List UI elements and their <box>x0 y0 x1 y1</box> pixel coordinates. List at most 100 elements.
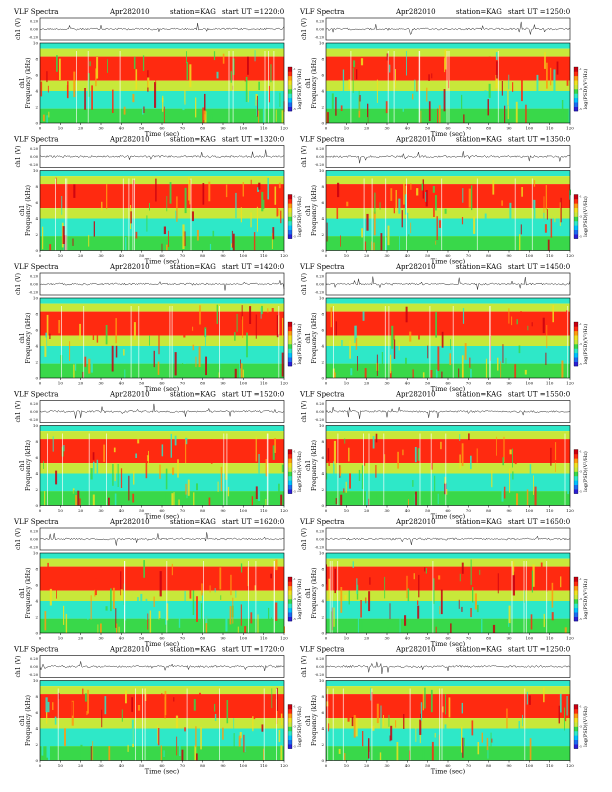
spectrogram-streak <box>174 435 177 446</box>
sferic-line <box>47 433 48 506</box>
sferic-line <box>514 178 516 251</box>
colorbar-segment <box>288 352 292 358</box>
spectrogram-streak <box>514 569 517 575</box>
spectrogram-streak <box>105 606 108 611</box>
spectrogram-streak <box>245 76 248 102</box>
spectrogram-streak <box>189 589 192 599</box>
spectrogram-streak <box>242 369 244 378</box>
spectrogram-streak <box>278 182 281 189</box>
spectrogram-streak <box>507 105 509 120</box>
sferic-line <box>439 688 441 761</box>
sferic-line <box>564 433 566 506</box>
spectrogram-streak <box>426 87 428 102</box>
spectrogram-streak <box>461 94 463 112</box>
spectrogram-streak <box>79 323 81 340</box>
spectrogram-streak <box>380 233 383 251</box>
freq-tick-label: 0 <box>321 503 324 508</box>
colorbar-label: log(PSD)(V²/Hz) <box>582 69 589 110</box>
spectrogram-streak <box>204 93 206 115</box>
spectrogram-streak <box>455 603 457 615</box>
spectrogram-streak <box>72 238 74 246</box>
freq-tick-label: 6 <box>35 583 38 588</box>
spectrogram-band <box>326 728 570 747</box>
ch-tick-label: -0.20 <box>315 418 325 422</box>
spectrogram-streak <box>414 752 416 761</box>
x-tick-label: 50 <box>425 126 431 131</box>
spectrogram-streak <box>96 57 99 79</box>
x-tick-label: 120 <box>566 508 574 513</box>
waveform-line <box>39 403 285 419</box>
spectrogram-streak <box>554 218 556 223</box>
freq-axis-label: Frequency (kHz) <box>311 57 318 108</box>
spectrogram-streak <box>130 211 132 224</box>
spectrogram-streak <box>55 177 57 198</box>
spectrogram-streak <box>112 312 114 322</box>
colorbar-tick-label: -3 <box>579 215 582 219</box>
spectrogram-streak <box>163 106 165 123</box>
spectrogram-streak <box>250 612 253 624</box>
colorbar-label: log(PSD)(V²/Hz) <box>582 196 589 237</box>
freq-tick-label: 4 <box>321 471 324 476</box>
spectrogram-streak <box>438 220 441 228</box>
spectrogram-streak <box>395 697 397 712</box>
spectrogram-streak <box>257 187 259 192</box>
spectrogram-streak <box>220 466 223 491</box>
spectrogram-streak <box>326 222 328 242</box>
spectrogram-streak <box>52 702 54 710</box>
spectrogram-band <box>40 491 284 506</box>
x-tick-label: 110 <box>546 126 554 131</box>
spectrogram-streak <box>199 305 201 325</box>
spectrogram-streak <box>95 68 97 87</box>
x-axis-label: Time (sec) <box>431 640 466 648</box>
spectrogram-streak <box>263 67 265 74</box>
spectrogram-streak <box>459 573 461 582</box>
spectrogram-panel: VLF Spectra Apr282010 station=KAG start UT … <box>13 263 303 393</box>
colorbar-tick-label: -5 <box>293 362 296 366</box>
spectrogram-streak <box>444 482 447 495</box>
freq-axis-label: Frequency (kHz) <box>25 440 32 491</box>
spectrogram-streak <box>252 221 254 227</box>
spectrogram-streak <box>216 304 218 324</box>
spectrogram-streak <box>184 187 187 214</box>
spectrogram-streak <box>450 339 451 350</box>
colorbar-segment <box>288 220 292 226</box>
colorbar-tick-label: -5 <box>579 490 582 494</box>
spectrogram-streak <box>40 81 43 97</box>
spectrogram-streak <box>162 237 164 251</box>
spectrogram-streak <box>129 94 132 105</box>
spectrogram-streak <box>551 696 553 707</box>
x-tick-label: 100 <box>526 508 534 513</box>
x-tick-label: 40 <box>119 126 125 131</box>
spectrogram-band <box>40 686 284 695</box>
colorbar-segment <box>574 612 578 617</box>
spectrogram-streak <box>169 182 172 204</box>
sferic-line <box>142 688 143 761</box>
colorbar-tick-label: -5 <box>293 617 296 621</box>
spectrogram-streak <box>182 363 183 369</box>
sferic-line <box>186 688 188 761</box>
spectrogram-streak <box>412 480 414 487</box>
ch-tick-label: -0.20 <box>315 163 325 167</box>
spectrogram-streak <box>279 92 281 107</box>
colorbar-tick-label: -5 <box>579 617 582 621</box>
spectrogram-streak <box>501 81 503 96</box>
x-tick-label: 20 <box>78 508 84 513</box>
spectrogram-streak <box>419 733 421 744</box>
spectrogram-streak <box>430 451 433 470</box>
spectrogram-streak <box>368 738 370 759</box>
spectrogram-streak <box>344 753 346 761</box>
x-tick-label: 70 <box>180 763 186 768</box>
spectrogram-streak <box>416 71 418 92</box>
sferic-line <box>476 178 478 251</box>
panel-station-text: station=KAG <box>170 136 216 144</box>
x-tick-label: 100 <box>240 636 248 641</box>
sferic-line <box>452 306 454 378</box>
x-tick-label: 110 <box>546 763 554 768</box>
spectrogram-band <box>326 558 570 567</box>
x-tick-label: 90 <box>506 636 512 641</box>
spectrogram-streak <box>373 242 375 251</box>
freq-tick-label: 8 <box>321 57 324 62</box>
spectrogram-streak <box>327 448 330 462</box>
spectrogram-streak <box>240 207 242 223</box>
sferic-line <box>332 688 334 761</box>
